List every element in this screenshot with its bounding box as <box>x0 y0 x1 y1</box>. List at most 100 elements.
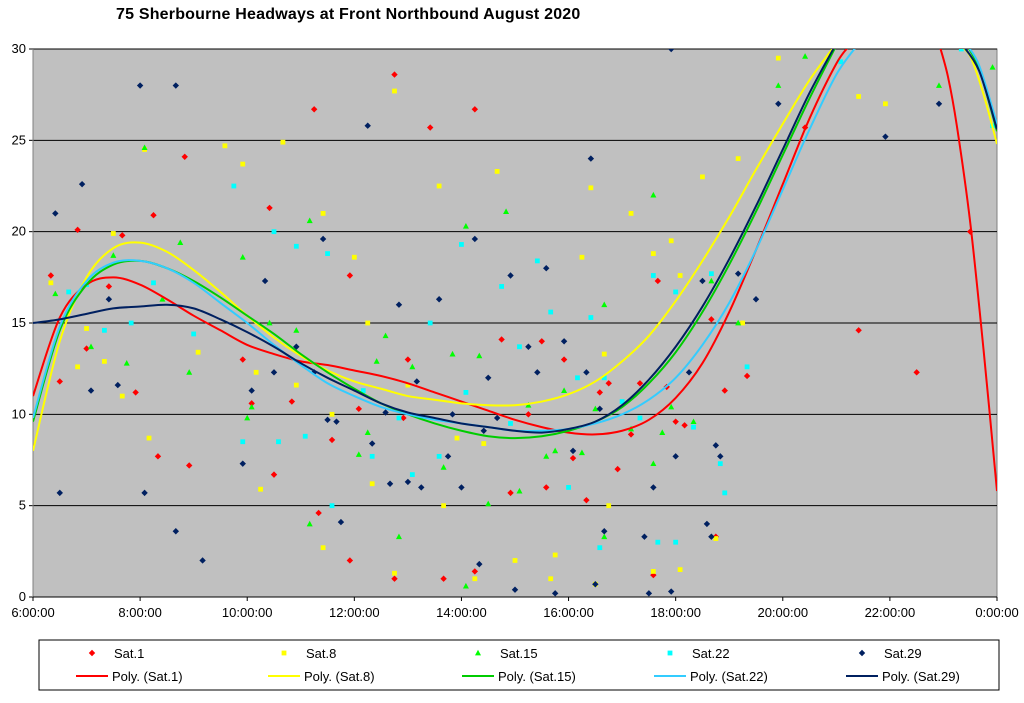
data-point <box>244 414 251 421</box>
x-tick-label: 22:00:00 <box>865 605 916 620</box>
data-point <box>650 569 656 574</box>
data-point <box>673 539 679 545</box>
data-point <box>722 490 728 496</box>
data-point <box>186 462 193 469</box>
data-point <box>659 429 666 435</box>
data-point <box>400 414 407 422</box>
data-point <box>360 388 366 393</box>
data-point <box>575 375 580 381</box>
data-point <box>637 415 643 421</box>
data-point <box>699 277 706 285</box>
data-point <box>476 352 483 359</box>
data-point <box>346 272 354 279</box>
data-point <box>427 124 434 131</box>
data-point <box>191 331 197 337</box>
legend-entry: Poly. (Sat.8) <box>304 669 375 684</box>
data-point <box>619 399 625 404</box>
data-point <box>141 489 148 497</box>
legend-entry: Poly. (Sat.29) <box>882 669 960 684</box>
data-point <box>441 503 446 509</box>
data-point <box>346 557 354 564</box>
y-tick-label: 0 <box>19 589 26 604</box>
data-point <box>270 369 278 376</box>
data-point <box>306 217 313 224</box>
data-point <box>186 369 193 375</box>
data-point <box>302 433 308 439</box>
data-point <box>270 471 278 478</box>
trendline <box>33 49 835 434</box>
gridlines <box>33 48 997 507</box>
data-point <box>668 238 674 244</box>
axes: 0 5 10 15 20 25 30 6:00:00 8:00:00 10:00:00 12:00:… <box>11 41 1018 620</box>
x-tick-label: 6:00:00 <box>11 605 54 620</box>
data-point <box>280 139 286 145</box>
trendlines <box>33 49 997 492</box>
data-point <box>329 411 335 417</box>
data-point <box>673 289 679 295</box>
data-point <box>712 442 720 449</box>
data-point <box>743 372 751 380</box>
data-point <box>935 82 942 88</box>
data-point <box>391 575 398 582</box>
series-sat15 <box>52 53 996 589</box>
data-point <box>672 453 679 460</box>
data-point <box>248 403 255 410</box>
series-sat1 <box>47 71 974 582</box>
trendline <box>33 49 848 436</box>
data-point <box>935 100 943 107</box>
data-point <box>560 356 568 363</box>
data-point <box>883 101 888 107</box>
data-point <box>110 231 116 236</box>
data-point <box>655 539 661 545</box>
data-point <box>587 155 595 162</box>
data-point <box>240 161 246 167</box>
data-point <box>775 82 782 88</box>
y-tick-label: 5 <box>19 498 26 513</box>
data-point <box>409 472 415 478</box>
data-point <box>320 545 326 551</box>
data-point <box>596 389 603 396</box>
data-point <box>503 208 510 214</box>
data-point <box>708 316 715 323</box>
data-point <box>66 289 72 295</box>
data-point <box>364 429 371 435</box>
data-point <box>159 296 166 302</box>
data-point <box>119 232 126 239</box>
data-point <box>392 88 397 94</box>
data-point <box>293 382 299 388</box>
data-point <box>882 133 889 140</box>
data-point <box>271 229 277 235</box>
legend-marker <box>88 649 96 657</box>
data-point <box>525 411 532 418</box>
data-point <box>717 461 723 467</box>
data-point <box>838 59 844 65</box>
data-point <box>409 363 416 370</box>
data-point <box>395 533 402 540</box>
data-point <box>690 418 697 425</box>
data-point <box>668 49 675 53</box>
data-point <box>462 582 469 589</box>
y-tick-label: 30 <box>12 41 26 56</box>
data-point <box>601 533 608 540</box>
x-tick-label: 20:00:00 <box>757 605 808 620</box>
data-point <box>83 345 90 352</box>
data-point <box>569 447 577 455</box>
data-point <box>578 449 585 456</box>
data-point <box>405 382 411 388</box>
data-point <box>150 212 157 219</box>
data-points <box>47 49 996 597</box>
data-point <box>802 53 809 59</box>
data-point <box>735 319 742 326</box>
data-point <box>677 273 683 278</box>
data-point <box>351 254 357 260</box>
legend-entry: Sat.15 <box>500 646 538 661</box>
data-point <box>775 100 782 107</box>
data-point <box>418 484 425 491</box>
data-point <box>56 489 63 497</box>
data-point <box>561 387 568 393</box>
data-point <box>588 315 594 320</box>
data-point <box>614 465 621 473</box>
data-point <box>601 301 608 308</box>
data-point <box>181 153 188 160</box>
